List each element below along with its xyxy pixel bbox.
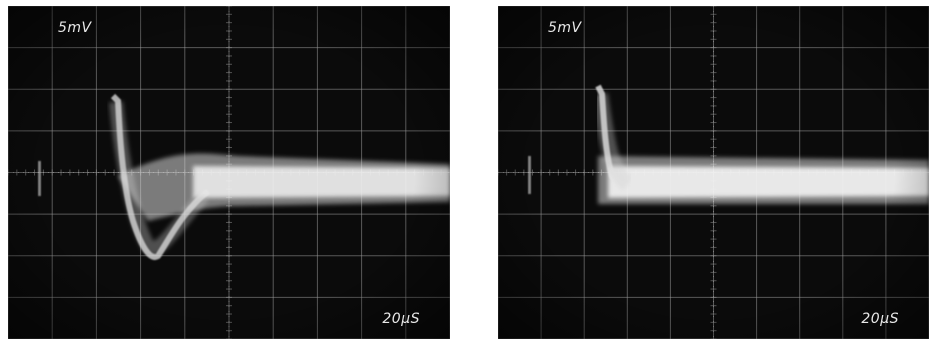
volts-per-division-label: 5mV <box>58 20 92 36</box>
volts-per-division-label: 5mV <box>548 20 582 36</box>
oscilloscope-screen-left: 5mV 20μS <box>8 6 450 339</box>
time-per-division-label: 20μS <box>861 311 899 327</box>
oscilloscope-screen-right: 5mV 20μS <box>498 6 929 339</box>
time-per-division-label: 20μS <box>382 311 420 327</box>
oscilloscope-trace-left <box>8 6 450 339</box>
oscilloscope-trace-right <box>498 6 929 339</box>
